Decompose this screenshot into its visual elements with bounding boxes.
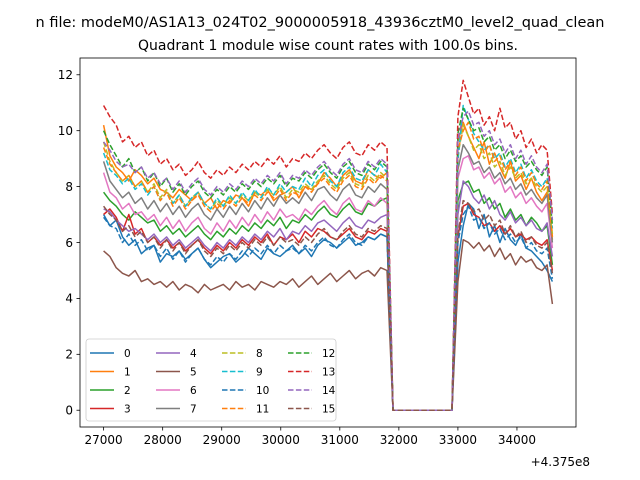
axes: 27000 28000 29000 30000 31000 32000 33000 34000…: [58, 57, 577, 447]
series-line-4: [103, 180, 554, 411]
series-line-7: [102, 143, 554, 411]
series-layer: [102, 79, 554, 411]
series-line-5: [103, 238, 554, 411]
y-tick-label: 10: [58, 124, 73, 138]
legend-label-14: 14: [322, 385, 336, 397]
x-tick-label: 31000: [321, 433, 359, 447]
series-line-14: [103, 110, 554, 411]
legend-label-1: 1: [124, 366, 131, 378]
x-tick-label: 30000: [262, 433, 300, 447]
series-line-3: [103, 202, 554, 411]
y-tick-label: 0: [65, 404, 73, 418]
legend-label-6: 6: [190, 385, 197, 397]
series-line-11: [102, 121, 554, 411]
x-tick-label: 32000: [380, 433, 418, 447]
x-tick-label: 34000: [498, 433, 536, 447]
legend-label-5: 5: [190, 366, 197, 378]
series-line-15: [103, 199, 554, 411]
legend-label-11: 11: [256, 403, 269, 415]
legend-label-10: 10: [256, 385, 269, 397]
legend-label-12: 12: [322, 348, 335, 360]
legend-label-3: 3: [124, 403, 131, 415]
legend-label-8: 8: [256, 348, 263, 360]
legend-label-15: 15: [322, 403, 335, 415]
legend-label-2: 2: [124, 385, 131, 397]
series-line-12: [102, 107, 554, 411]
y-tick-label: 4: [65, 292, 73, 306]
x-tick-label: 33000: [439, 433, 477, 447]
x-tick-label: 27000: [85, 433, 123, 447]
series-line-2: [103, 180, 554, 411]
legend-label-13: 13: [322, 366, 335, 378]
y-tick-label: 2: [65, 348, 73, 362]
figure-suptitle: n file: modeM0/AS1A13_024T02_9000005918_…: [36, 15, 605, 31]
legend-label-4: 4: [190, 348, 197, 360]
legend-box: [85, 338, 337, 422]
series-line-10: [103, 205, 554, 411]
x-offset-label: +4.375e8: [531, 455, 590, 469]
series-line-13: [102, 79, 554, 411]
legend-label-7: 7: [190, 403, 197, 415]
legend-label-0: 0: [124, 348, 131, 360]
chart-title: Quadrant 1 module wise count rates with …: [138, 38, 518, 54]
series-line-6: [102, 155, 554, 411]
legend-label-9: 9: [256, 366, 263, 378]
x-tick-label: 29000: [203, 433, 241, 447]
y-tick-label: 12: [58, 68, 73, 82]
series-line-9: [102, 104, 554, 411]
y-tick-label: 8: [65, 180, 73, 194]
x-tick-label: 28000: [144, 433, 182, 447]
y-tick-label: 6: [65, 236, 73, 250]
